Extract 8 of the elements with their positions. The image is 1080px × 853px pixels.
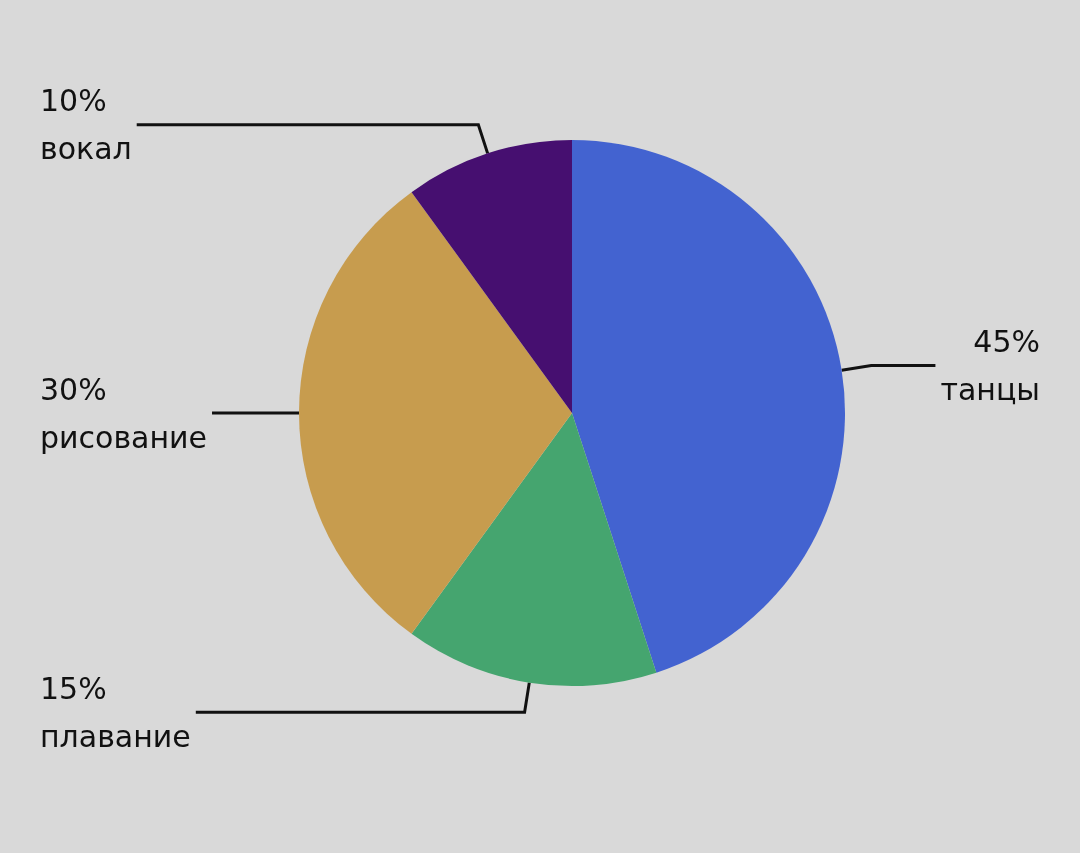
slice-label: плавание (40, 718, 191, 754)
slice-label: танцы (940, 372, 1040, 408)
data-label: 30% (40, 371, 107, 407)
data-label: 15% (40, 670, 107, 706)
data-label: 45% (973, 324, 1040, 360)
slice-label: рисование (40, 419, 208, 455)
slice-label: вокал (40, 131, 132, 167)
data-label: 10% (40, 83, 107, 119)
